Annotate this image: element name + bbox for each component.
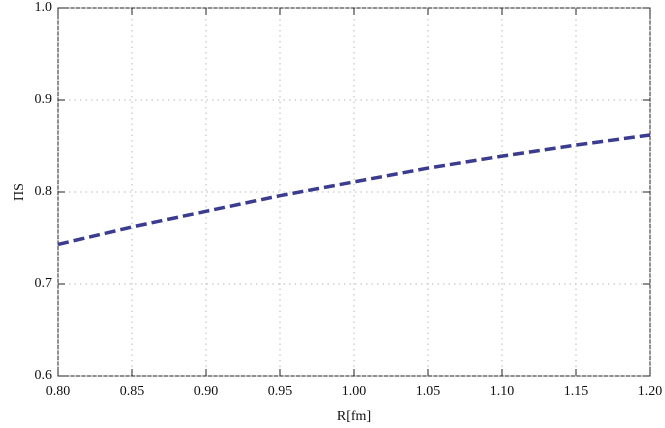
x-tick-label: 0.90 bbox=[194, 384, 219, 399]
y-tick-label: 0.7 bbox=[35, 276, 53, 291]
y-axis-label: ΠS bbox=[12, 183, 27, 201]
x-tick-label: 1.15 bbox=[564, 384, 589, 399]
x-tick-label: 1.10 bbox=[490, 384, 515, 399]
y-tick-label: 0.9 bbox=[35, 92, 53, 107]
x-axis-label: R[fm] bbox=[337, 409, 371, 424]
x-tick-label: 1.20 bbox=[638, 384, 663, 399]
y-tick-label: 1.0 bbox=[35, 0, 53, 15]
x-tick-label: 0.85 bbox=[120, 384, 145, 399]
y-tick-label: 0.8 bbox=[35, 184, 53, 199]
x-tick-label: 1.00 bbox=[342, 384, 367, 399]
data-line bbox=[57, 133, 651, 247]
x-tick-label: 0.80 bbox=[46, 384, 71, 399]
x-tick-label: 1.05 bbox=[416, 384, 441, 399]
y-tick-label: 0.6 bbox=[35, 368, 53, 383]
x-tick-label: 0.95 bbox=[268, 384, 293, 399]
